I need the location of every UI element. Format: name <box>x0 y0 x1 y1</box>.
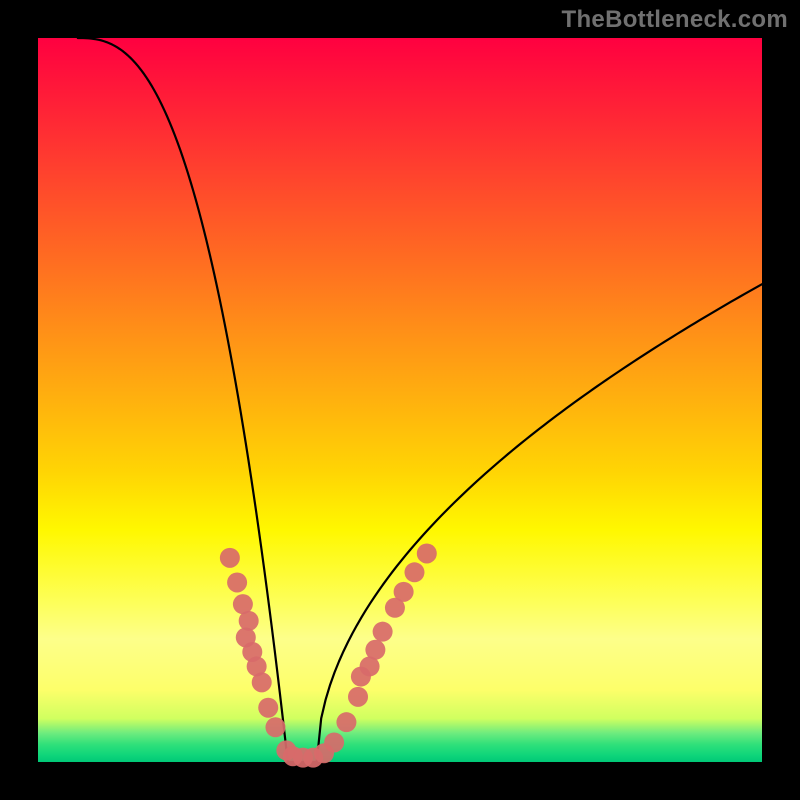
marker-dot <box>220 548 240 568</box>
bottleneck-chart <box>0 0 800 800</box>
marker-dot <box>404 562 424 582</box>
marker-dot <box>324 732 344 752</box>
marker-dot <box>394 582 414 602</box>
marker-dot <box>417 543 437 563</box>
marker-dot <box>239 611 259 631</box>
marker-dot <box>373 622 393 642</box>
watermark-text: TheBottleneck.com <box>562 6 788 34</box>
canvas: TheBottleneck.com <box>0 0 800 800</box>
marker-dot <box>336 712 356 732</box>
marker-dot <box>348 687 368 707</box>
marker-dot <box>365 640 385 660</box>
marker-dot <box>252 672 272 692</box>
marker-dot <box>258 698 278 718</box>
marker-dot <box>227 572 247 592</box>
gradient-background <box>38 38 762 762</box>
marker-dot <box>265 717 285 737</box>
